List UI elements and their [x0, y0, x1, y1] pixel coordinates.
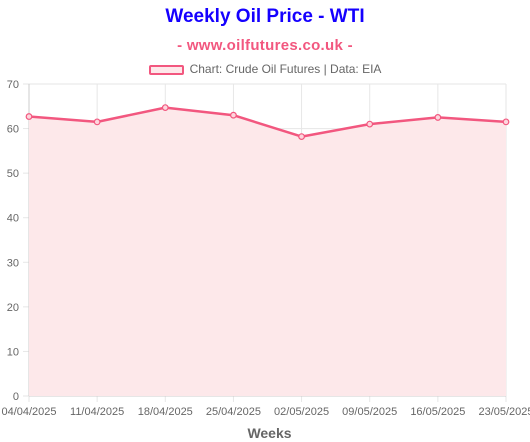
x-tick-label: 25/04/2025 [206, 406, 261, 418]
x-tick-label: 11/04/2025 [70, 406, 124, 418]
data-point [161, 104, 169, 112]
y-tick-label: 10 [7, 346, 19, 358]
chart-title: Weekly Oil Price - WTI [165, 6, 365, 27]
x-axis-title: Weeks [247, 425, 291, 441]
x-tick-label: 09/05/2025 [342, 406, 397, 418]
data-point [298, 133, 305, 140]
x-tick-label: 02/05/2025 [274, 406, 329, 418]
legend-label: Chart: Crude Oil Futures | Data: EIA [189, 62, 382, 76]
data-point [434, 114, 442, 121]
legend[interactable]: Chart: Crude Oil Futures | Data: EIA [0, 62, 530, 76]
series-line-segment [436, 116, 508, 124]
y-tick-label: 20 [7, 302, 19, 314]
series-line-segment [95, 106, 167, 124]
x-tick-label: 04/04/2025 [1, 406, 56, 418]
chart-subtitle: - www.oilfutures.co.uk - [177, 37, 353, 54]
y-tick-label: 30 [7, 257, 19, 269]
series-line-segment [164, 106, 235, 117]
series-line-segment [300, 122, 371, 138]
legend-swatch [148, 65, 184, 75]
y-tick-label: 50 [7, 168, 19, 180]
series-line-segment [368, 116, 440, 126]
series-area [29, 107, 506, 396]
x-tick-label: 23/05/2025 [478, 406, 530, 418]
series-line-segment [232, 113, 303, 138]
y-tick-label: 60 [7, 124, 19, 136]
y-tick-label: 70 [7, 79, 19, 91]
series-line-segment [27, 115, 99, 124]
y-tick-label: 40 [7, 213, 19, 225]
data-point [502, 118, 510, 126]
x-tick-label: 16/05/2025 [410, 406, 465, 418]
y-tick-label: 0 [13, 391, 19, 403]
data-point [93, 118, 101, 126]
data-point [366, 120, 374, 128]
data-point [25, 113, 33, 120]
data-point [230, 111, 237, 119]
x-tick-label: 18/04/2025 [138, 406, 193, 418]
